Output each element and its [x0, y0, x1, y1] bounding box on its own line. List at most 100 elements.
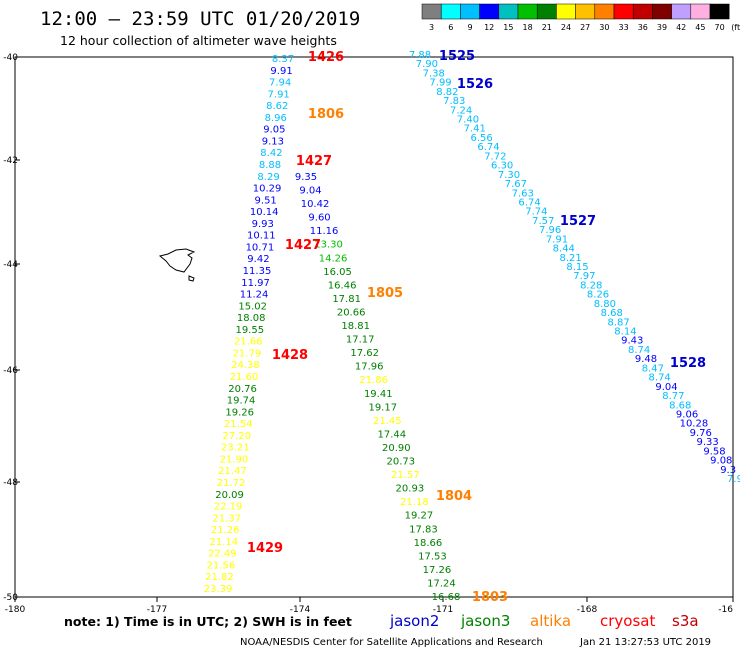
legend-note: note: 1) Time is in UTC; 2) SWH is in fe…: [64, 614, 352, 629]
jason-swh-value: 7.41: [464, 124, 486, 135]
jason-swh-value: 8.74: [628, 345, 650, 356]
y-tick-label: -50: [3, 593, 18, 603]
footer-timestamp: Jan 21 13:27:53 UTC 2019: [579, 637, 711, 648]
cryosat-swh-value: 7.91: [268, 89, 290, 100]
scale-swatch: [652, 3, 672, 20]
mission-s3a: s3a: [672, 612, 699, 630]
jason-swh-value: 9.04: [655, 382, 677, 393]
y-tick-label: -44: [3, 260, 18, 270]
jason-swh-value: 7.9: [727, 474, 740, 485]
cryosat-swh-value: 27.20: [222, 431, 251, 442]
jason-swh-value: 8.77: [662, 391, 684, 402]
jason-swh-value: 7.63: [512, 188, 534, 199]
altika-swh-value: 11.16: [310, 226, 339, 237]
jason-swh-value: 7.99: [429, 78, 451, 89]
scale-swatch: [460, 3, 480, 20]
jason-swh-value: 9.3: [720, 465, 736, 476]
altika-swh-value: 14.26: [319, 253, 348, 264]
jason-swh-value: 7.96: [539, 225, 561, 236]
cryosat-swh-value: 15.02: [238, 301, 267, 312]
pass-time-label: 1525: [439, 49, 475, 64]
jason-swh-value: 8.68: [669, 400, 691, 411]
scale-label: 9: [467, 23, 472, 32]
cryosat-swh-value: 9.42: [247, 254, 269, 265]
x-tick-label: -168: [577, 605, 598, 615]
cryosat-swh-value: 21.66: [234, 337, 263, 348]
jason-swh-value: 6.30: [491, 161, 513, 172]
jason-swh-value: 8.44: [553, 244, 575, 255]
altika-swh-value: 18.66: [414, 538, 443, 549]
jason-swh-value: 7.97: [573, 271, 595, 282]
cryosat-swh-value: 9.91: [270, 66, 292, 77]
cryosat-swh-value: 8.29: [257, 172, 279, 183]
cryosat-swh-value: 18.08: [237, 313, 266, 324]
y-tick-label: -46: [3, 366, 18, 376]
scale-label: 12: [484, 23, 494, 32]
jason-swh-value: 7.38: [423, 68, 445, 79]
cryosat-swh-value: 9.93: [252, 219, 274, 230]
pass-time-label: 1527: [560, 214, 596, 229]
island-chatham: [158, 248, 196, 282]
jason-swh-value: 9.33: [696, 437, 718, 448]
scale-swatch: [517, 3, 538, 20]
altika-swh-value: 9.60: [308, 213, 330, 224]
altika-swh-value: 17.26: [423, 565, 452, 576]
pass-time-label: 1806: [308, 107, 344, 122]
scale-label: 33: [619, 23, 629, 32]
cryosat-swh-value: 7.94: [269, 78, 291, 89]
scale-swatch: [613, 3, 634, 20]
cryosat-swh-value: 9.05: [263, 125, 285, 136]
jason-swh-value: 8.47: [642, 363, 664, 374]
cryosat-swh-value: 23.39: [204, 584, 233, 595]
jason-swh-value: 7.72: [484, 151, 506, 162]
jason-swh-value: 7.90: [416, 59, 438, 70]
altika-swh-value: 20.73: [387, 457, 416, 468]
cryosat-swh-value: 9.51: [255, 195, 277, 206]
scale-label: 39: [657, 23, 667, 32]
cryosat-swh-value: 11.24: [240, 290, 269, 301]
pass-time-label: 1429: [247, 541, 283, 556]
cryosat-swh-value: 8.37: [272, 54, 294, 65]
scale-swatch: [440, 3, 461, 20]
pass-time-label: 1428: [272, 348, 308, 363]
jason-swh-value: 8.87: [607, 317, 629, 328]
altika-swh-value: 20.93: [396, 484, 425, 495]
jason-swh-value: 8.21: [560, 253, 582, 264]
altika-swh-value: 21.86: [359, 375, 388, 386]
scale-label: 21: [542, 23, 552, 32]
cryosat-swh-value: 21.90: [220, 454, 249, 465]
footer-credit: NOAA/NESDIS Center for Satellite Applica…: [240, 637, 543, 648]
mission-jason3: jason3: [460, 612, 510, 630]
altika-swh-value: 16.05: [323, 267, 352, 278]
scale-swatch: [556, 3, 576, 20]
scale-swatch: [479, 3, 500, 20]
scale-swatch: [536, 3, 557, 20]
jason-swh-value: 8.15: [566, 262, 588, 273]
altika-swh-value: 17.62: [350, 348, 379, 359]
y-tick-label: -40: [3, 53, 18, 63]
jason-swh-value: 9.08: [710, 456, 732, 467]
cryosat-swh-value: 23.21: [221, 443, 250, 454]
jason-swh-value: 8.14: [614, 327, 636, 338]
map-title: 12:00 – 23:59 UTC 01/20/2019: [40, 8, 360, 30]
altika-swh-value: 21.57: [391, 470, 420, 481]
scale-label: 70: [715, 23, 725, 32]
cryosat-swh-value: 10.71: [246, 242, 275, 253]
cryosat-swh-value: 9.13: [262, 136, 284, 147]
altika-swh-value: 9.04: [299, 186, 321, 197]
cryosat-swh-value: 21.72: [217, 478, 246, 489]
x-tick-label: -177: [147, 605, 167, 615]
cryosat-swh-value: 22.19: [214, 502, 243, 513]
cryosat-swh-value: 19.26: [225, 407, 254, 418]
altimeter-tracks: 8.379.917.947.918.628.969.059.138.428.88…: [204, 50, 740, 603]
jason-swh-value: 8.80: [594, 299, 616, 310]
axis-ticks: -180 -177 -174 -171 -168 -16 -40 -42 -44 -46 -48 -5…: [3, 53, 734, 615]
scale-label: 42: [676, 23, 686, 32]
cryosat-swh-value: 19.55: [235, 325, 264, 336]
scale-swatch: [671, 3, 692, 20]
scale-swatch: [632, 3, 653, 20]
altika-swh-value: 19.17: [368, 402, 397, 413]
cryosat-swh-value: 21.79: [233, 348, 262, 359]
cryosat-swh-value: 20.09: [215, 490, 244, 501]
scale-label: 24: [561, 23, 571, 32]
